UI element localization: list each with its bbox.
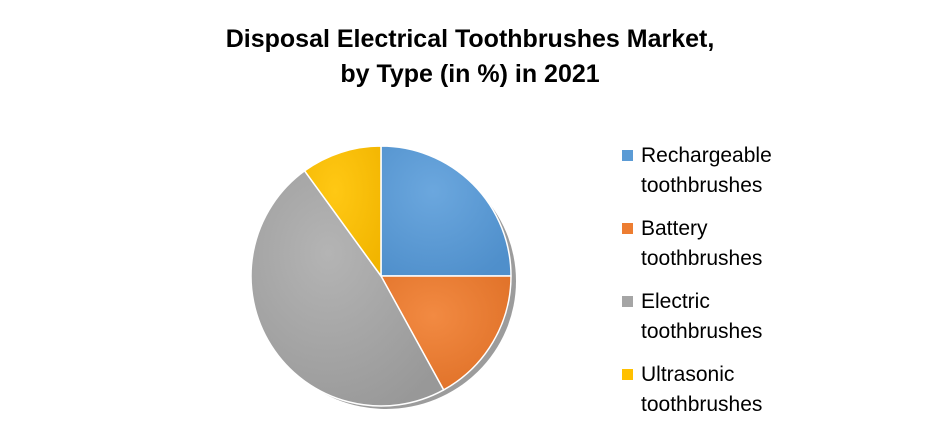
legend-label-line-1: Battery xyxy=(641,217,708,240)
legend-item-rechargeable: Rechargeable toothbrushes xyxy=(622,141,922,214)
legend-swatch-electric xyxy=(622,296,633,307)
pie-slice-rechargeable xyxy=(380,145,512,277)
legend-label-line-2: toothbrushes xyxy=(641,319,763,343)
legend-item-battery: Battery toothbrushes xyxy=(622,214,922,287)
legend-label-line-1: Rechargeable xyxy=(641,144,772,167)
pie-slice-battery xyxy=(380,275,512,391)
legend-swatch-battery xyxy=(622,223,633,234)
chart-title: Disposal Electrical Toothbrushes Market,… xyxy=(0,22,940,92)
legend-label-line-1: Electric xyxy=(641,290,710,313)
legend-label-line-2: toothbrushes xyxy=(641,246,763,270)
chart-title-line-1: Disposal Electrical Toothbrushes Market, xyxy=(225,25,715,53)
legend: Rechargeable toothbrushes Battery toothb… xyxy=(622,141,922,433)
legend-item-electric: Electric toothbrushes xyxy=(622,287,922,360)
chart-title-line-2: by Type (in %) in 2021 xyxy=(340,60,600,88)
legend-label-line-2: toothbrushes xyxy=(641,173,763,197)
pie-slice-ultrasonic xyxy=(303,145,382,277)
legend-item-ultrasonic: Ultrasonic toothbrushes xyxy=(622,360,922,433)
legend-label-line-2: toothbrushes xyxy=(641,392,763,416)
pie-slice-electric xyxy=(250,170,445,407)
pie-slices xyxy=(250,145,512,407)
legend-swatch-rechargeable xyxy=(622,150,633,161)
legend-swatch-ultrasonic xyxy=(622,369,633,380)
legend-label-line-1: Ultrasonic xyxy=(641,363,735,386)
